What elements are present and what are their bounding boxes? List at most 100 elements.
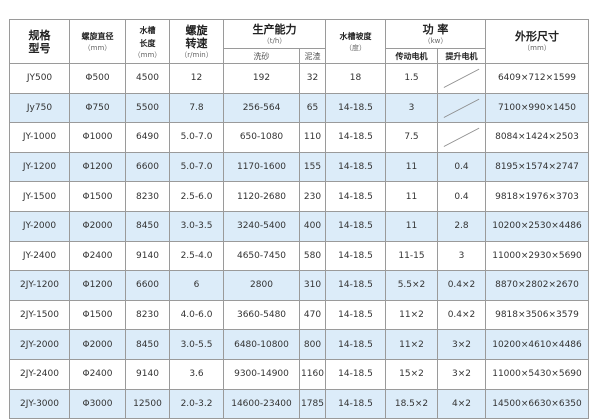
cell-power-drive: 11 bbox=[385, 151, 438, 183]
cell-tank-length: 6600 bbox=[125, 151, 170, 183]
cell-power-drive: 15×2 bbox=[385, 358, 438, 390]
cell-model: JY-1000 bbox=[9, 122, 70, 153]
cell-dimensions: 11000×2930×5690 bbox=[485, 240, 589, 272]
cell-power-drive: 1.5 bbox=[385, 63, 438, 94]
table-row: 2JY-1200 Φ1200 6600 6 2800 310 14-18.5 5.5×2 0.4… bbox=[9, 270, 589, 301]
cell-capacity-slurry: 400 bbox=[299, 210, 326, 242]
cell-model: JY-1200 bbox=[9, 151, 70, 183]
header-screw-diameter-unit: （mm） bbox=[83, 44, 112, 52]
cell-tank-slope: 14-18.5 bbox=[325, 358, 386, 390]
cell-capacity-slurry: 155 bbox=[299, 151, 326, 183]
cell-capacity-sand: 1120-2680 bbox=[223, 181, 300, 212]
header-capacity-label: 生产能力 bbox=[252, 22, 297, 36]
cell-model: 2JY-2400 bbox=[9, 358, 70, 390]
header-power: 功 率 （kw） bbox=[385, 19, 486, 49]
cell-screw-speed: 6 bbox=[169, 270, 224, 301]
cell-diameter: Φ1200 bbox=[69, 270, 126, 301]
cell-capacity-slurry: 65 bbox=[299, 92, 326, 124]
header-power-label: 功 率 bbox=[422, 22, 449, 36]
cell-dimensions: 10200×2530×4486 bbox=[485, 210, 589, 242]
cell-tank-slope: 14-18.5 bbox=[325, 210, 386, 242]
cell-power-drive: 18.5×2 bbox=[385, 388, 438, 419]
cell-screw-speed: 12 bbox=[169, 63, 224, 94]
cell-tank-slope: 18 bbox=[325, 63, 386, 94]
cell-capacity-slurry: 32 bbox=[299, 63, 326, 94]
cell-power-lift bbox=[437, 122, 486, 153]
cell-power-drive: 11 bbox=[385, 181, 438, 212]
cell-tank-slope: 14-18.5 bbox=[325, 240, 386, 272]
cell-power-lift: 3×2 bbox=[437, 358, 486, 390]
cell-tank-slope: 14-18.5 bbox=[325, 388, 386, 419]
cell-dimensions: 11000×5430×5690 bbox=[485, 358, 589, 390]
cell-capacity-sand: 2800 bbox=[223, 270, 300, 301]
cell-diameter: Φ1200 bbox=[69, 151, 126, 183]
cell-model: 2JY-2000 bbox=[9, 329, 70, 360]
cell-capacity-sand: 1170-1600 bbox=[223, 151, 300, 183]
header-model-line2: 型号 bbox=[28, 41, 51, 55]
cell-dimensions: 14500×6630×6350 bbox=[485, 388, 589, 419]
header-power-unit: （kw） bbox=[423, 36, 448, 45]
cell-screw-speed: 3.0-3.5 bbox=[169, 210, 224, 242]
header-tank-length-line1: 水槽 bbox=[139, 25, 156, 35]
cell-diameter: Φ2400 bbox=[69, 358, 126, 390]
cell-dimensions: 8870×2802×2670 bbox=[485, 270, 589, 301]
cell-model: JY-2400 bbox=[9, 240, 70, 272]
cell-model: Jy750 bbox=[9, 92, 70, 124]
cell-capacity-sand: 14600-23400 bbox=[223, 388, 300, 419]
cell-power-lift: 3 bbox=[437, 240, 486, 272]
table-row: 2JY-2400 Φ2400 9140 3.6 9300-14900 1160 14-18.… bbox=[9, 358, 589, 390]
cell-capacity-slurry: 230 bbox=[299, 181, 326, 212]
cell-dimensions: 8195×1574×2747 bbox=[485, 151, 589, 183]
header-capacity: 生产能力 （t/h） bbox=[223, 19, 326, 49]
cell-tank-slope: 14-18.5 bbox=[325, 299, 386, 331]
cell-tank-length: 8230 bbox=[125, 181, 170, 212]
header-model: 规格 型号 bbox=[9, 19, 70, 64]
cell-diameter: Φ1000 bbox=[69, 122, 126, 153]
header-model-line1: 规格 bbox=[28, 28, 51, 42]
header-screw-speed-line2: 转速 bbox=[185, 36, 208, 50]
header-dimensions: 外形尺寸 （mm） bbox=[485, 19, 589, 64]
cell-screw-speed: 3.0-5.5 bbox=[169, 329, 224, 360]
cell-capacity-sand: 6480-10800 bbox=[223, 329, 300, 360]
cell-capacity-slurry: 800 bbox=[299, 329, 326, 360]
table-row: JY-1000 Φ1000 6490 5.0-7.0 650-1080 110 14-18.… bbox=[9, 122, 589, 153]
cell-dimensions: 8084×1424×2503 bbox=[485, 122, 589, 153]
cell-diameter: Φ2400 bbox=[69, 240, 126, 272]
cell-capacity-slurry: 580 bbox=[299, 240, 326, 272]
cell-dimensions: 10200×4610×4486 bbox=[485, 329, 589, 360]
spec-table: 规格 型号 螺旋直径 （mm） 水槽 长度 （mm） 螺旋 转速 （r/min）… bbox=[9, 19, 589, 419]
cell-tank-slope: 14-18.5 bbox=[325, 270, 386, 301]
cell-capacity-slurry: 1785 bbox=[299, 388, 326, 419]
cell-power-drive: 11 bbox=[385, 210, 438, 242]
header-tank-length-unit: （mm） bbox=[133, 50, 162, 59]
cell-power-drive: 7.5 bbox=[385, 122, 438, 153]
header-row-2: 洗砂 泥渣 传动电机 提升电机 bbox=[10, 48, 589, 64]
table-row: Jy750 Φ750 5500 7.8 256-564 65 14-18.5 3 7100×99… bbox=[9, 92, 589, 124]
header-tank-slope-unit: （度） bbox=[345, 44, 366, 52]
cell-power-drive: 5.5×2 bbox=[385, 270, 438, 301]
diagonal-slash bbox=[443, 68, 480, 88]
cell-power-drive: 3 bbox=[385, 92, 438, 124]
cell-capacity-sand: 256-564 bbox=[223, 92, 300, 124]
header-power-drive: 传动电机 bbox=[385, 48, 438, 64]
table-row: 2JY-1500 Φ1500 8230 4.0-6.0 3660-5480 470 14-1… bbox=[9, 299, 589, 331]
cell-tank-slope: 14-18.5 bbox=[325, 151, 386, 183]
cell-screw-speed: 5.0-7.0 bbox=[169, 151, 224, 183]
cell-dimensions: 9818×1976×3703 bbox=[485, 181, 589, 212]
table-row: 2JY-2000 Φ2000 8450 3.0-5.5 6480-10800 800 14-… bbox=[9, 329, 589, 360]
cell-diameter: Φ500 bbox=[69, 63, 126, 94]
cell-capacity-sand: 192 bbox=[223, 63, 300, 94]
cell-dimensions: 9818×3506×3579 bbox=[485, 299, 589, 331]
header-screw-speed: 螺旋 转速 （r/min） bbox=[169, 19, 224, 64]
header-screw-diameter: 螺旋直径 （mm） bbox=[69, 19, 126, 64]
cell-dimensions: 7100×990×1450 bbox=[485, 92, 589, 124]
header-tank-length-line2: 长度 bbox=[139, 38, 156, 48]
header-screw-speed-unit: （r/min） bbox=[180, 50, 213, 59]
cell-tank-length: 6600 bbox=[125, 270, 170, 301]
cell-diameter: Φ750 bbox=[69, 92, 126, 124]
cell-capacity-sand: 9300-14900 bbox=[223, 358, 300, 390]
cell-tank-length: 4500 bbox=[125, 63, 170, 94]
cell-tank-slope: 14-18.5 bbox=[325, 181, 386, 212]
cell-tank-length: 9140 bbox=[125, 240, 170, 272]
header-row-1: 规格 型号 螺旋直径 （mm） 水槽 长度 （mm） 螺旋 转速 （r/min）… bbox=[9, 19, 589, 64]
